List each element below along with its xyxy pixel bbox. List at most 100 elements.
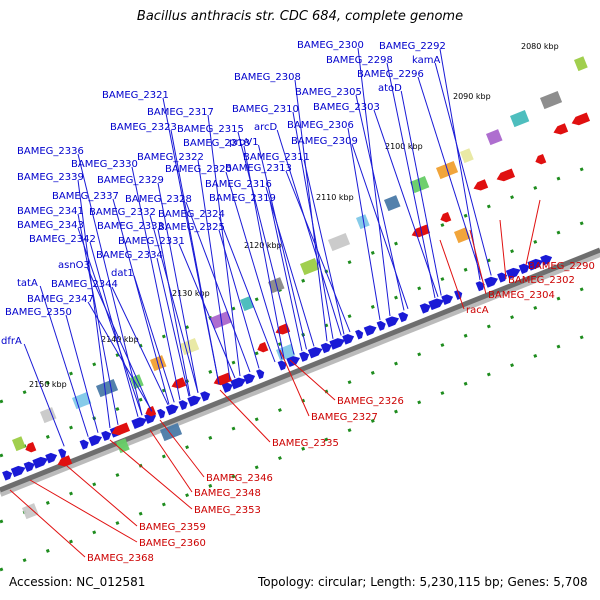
domain-block-19 <box>540 90 563 110</box>
forward-gene-label: BAMEG_2319 <box>209 193 276 204</box>
forward-leader-line <box>218 229 260 369</box>
domain-block-18 <box>510 110 530 128</box>
forward-gene-3 <box>32 456 48 469</box>
forward-gene-13 <box>165 404 179 416</box>
forward-gene-label: proV1 <box>229 137 259 148</box>
forward-gene-label: kamA <box>412 55 440 66</box>
forward-leader-line <box>276 129 342 336</box>
forward-gene-30 <box>376 320 386 331</box>
forward-leader-line <box>185 201 251 373</box>
domain-block-8 <box>239 296 254 312</box>
kbp-tick-label: 2080 kbp <box>521 42 559 51</box>
reverse-gene-label: racA <box>466 305 489 316</box>
forward-gene-42 <box>527 258 543 271</box>
forward-gene-label: asnO3 <box>58 260 90 271</box>
forward-gene-label: BAMEG_2330 <box>71 159 138 170</box>
forward-gene-label: BAMEG_2306 <box>287 120 354 131</box>
forward-gene-label: BAMEG_2347 <box>27 294 94 305</box>
forward-leader-line <box>303 159 345 335</box>
domain-block-12 <box>356 214 370 230</box>
forward-gene-2 <box>23 461 35 473</box>
forward-gene-27 <box>342 334 355 345</box>
forward-gene-label: BAMEG_2311 <box>243 152 310 163</box>
forward-gene-label: BAMEG_2316 <box>205 179 272 190</box>
forward-leader-line <box>373 109 439 297</box>
reverse-leader-line <box>525 199 541 266</box>
domain-block-1 <box>40 407 57 424</box>
reverse-gene-label: BAMEG_2360 <box>139 538 206 549</box>
reverse-gene-label: BAMEG_2304 <box>488 290 555 301</box>
forward-gene-0 <box>2 470 13 481</box>
forward-leader-line <box>65 314 99 433</box>
forward-gene-label: BAMEG_2298 <box>326 55 393 66</box>
forward-leader-line <box>269 200 303 352</box>
map-title: Bacillus anthracis str. CDC 684, complet… <box>136 9 464 24</box>
reverse-gene-label: BAMEG_2346 <box>206 473 273 484</box>
forward-gene-label: dat1 <box>111 268 134 279</box>
forward-gene-label: BAMEG_2328 <box>125 194 192 205</box>
reverse-gene-label: BAMEG_2368 <box>87 553 154 564</box>
forward-gene-4 <box>45 452 58 464</box>
forward-gene-label: BAMEG_2342 <box>29 234 96 245</box>
forward-gene-label: BAMEG_2343 <box>17 220 84 231</box>
marker-track-3 <box>0 328 600 572</box>
domain-block-21 <box>22 503 39 520</box>
domain-block-10 <box>300 258 320 276</box>
reverse-gene-12 <box>535 153 547 165</box>
forward-gene-label: BAMEG_2336 <box>17 146 84 157</box>
reverse-leader-line <box>159 419 205 478</box>
forward-leader-line <box>218 216 276 363</box>
forward-leader-line <box>225 171 283 360</box>
forward-leader-line <box>111 286 169 406</box>
forward-gene-21 <box>277 360 287 371</box>
forward-gene-11 <box>144 413 157 424</box>
forward-gene-label: BAMEG_2321 <box>102 90 169 101</box>
forward-leader-line <box>347 127 381 321</box>
forward-leader-line <box>357 47 391 317</box>
forward-gene-label: BAMEG_2320 <box>165 164 232 175</box>
forward-gene-16 <box>200 391 211 402</box>
forward-leader-line <box>157 182 199 393</box>
reverse-gene-label: BAMEG_2335 <box>272 438 339 449</box>
forward-gene-40 <box>505 267 521 280</box>
forward-gene-label: BAMEG_2305 <box>295 87 362 98</box>
reverse-gene-13 <box>553 123 569 135</box>
forward-leader-line <box>292 111 334 339</box>
forward-leader-line <box>131 166 181 401</box>
reverse-gene-11 <box>496 168 516 182</box>
forward-gene-label: BAMEG_2325 <box>158 222 225 233</box>
forward-leader-line <box>294 79 328 342</box>
forward-gene-18 <box>230 377 246 390</box>
domain-block-0 <box>12 436 26 452</box>
forward-leader-line <box>157 228 191 397</box>
forward-gene-23 <box>299 351 310 362</box>
reverse-leader-line <box>219 389 271 443</box>
forward-gene-5 <box>58 448 67 459</box>
forward-leader-line <box>89 241 139 417</box>
forward-gene-label: BAMEG_2309 <box>291 136 358 147</box>
forward-gene-label: BAMEG_2333 <box>97 221 164 232</box>
forward-leader-line <box>77 179 111 429</box>
forward-gene-label: BAMEG_2323 <box>110 122 177 133</box>
forward-gene-26 <box>329 338 345 350</box>
forward-leader-line <box>156 257 190 397</box>
reverse-leader-line <box>109 439 193 510</box>
forward-gene-label: dfrA <box>1 336 22 347</box>
forward-leader-line <box>400 90 442 296</box>
forward-gene-label: BAMEG_2350 <box>5 307 72 318</box>
reverse-gene-6 <box>257 341 269 353</box>
forward-gene-28 <box>355 329 364 340</box>
forward-gene-label: BAMEG_2329 <box>97 175 164 186</box>
forward-gene-label: BAMEG_2322 <box>137 152 204 163</box>
forward-gene-38 <box>484 276 499 288</box>
domain-block-2 <box>72 392 92 410</box>
reverse-leader-line <box>59 459 138 527</box>
forward-leader-line <box>149 214 199 393</box>
forward-leader-line <box>112 198 170 405</box>
reverse-gene-label: BAMEG_2327 <box>311 412 378 423</box>
reverse-leader-line <box>439 239 465 310</box>
kbp-tick-label: 2150 kbp <box>29 380 67 389</box>
forward-gene-label: BAMEG_2317 <box>147 107 214 118</box>
reverse-leader-line <box>279 349 310 417</box>
